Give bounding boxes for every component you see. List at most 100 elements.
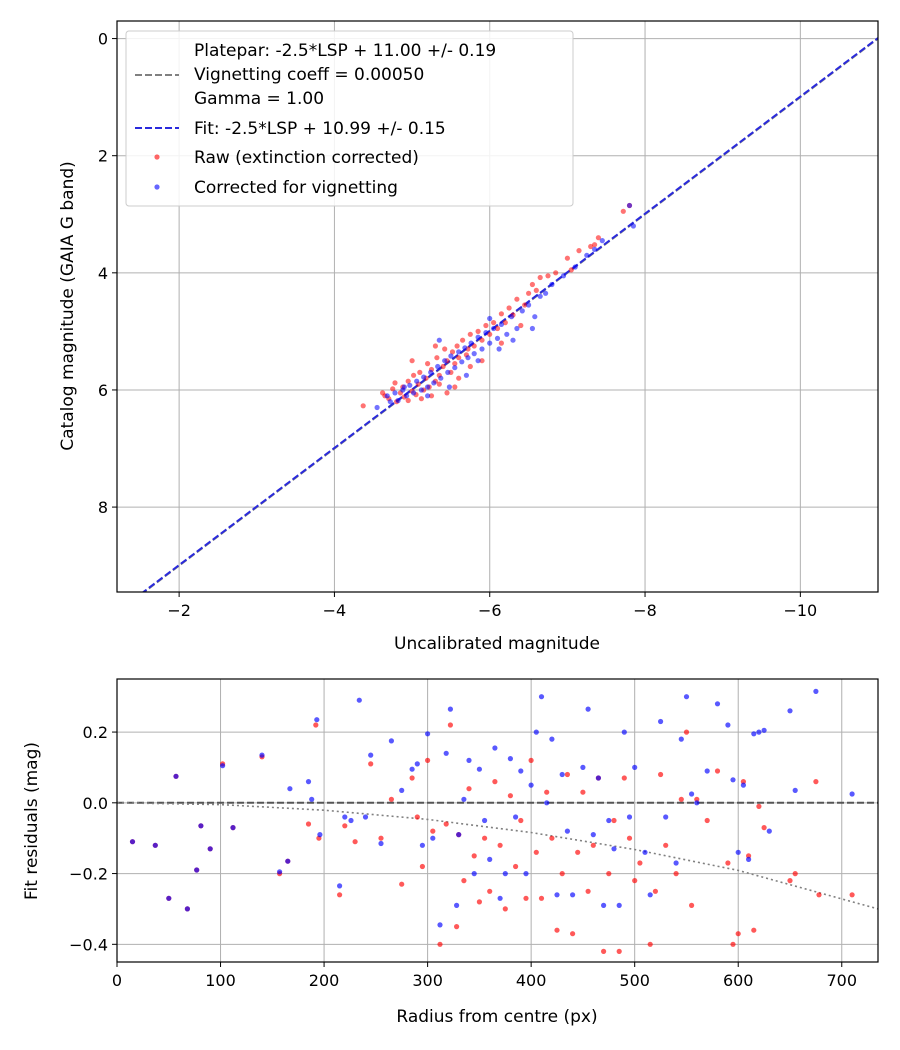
data-point — [751, 731, 757, 737]
data-point — [348, 817, 354, 824]
data-point — [683, 729, 690, 735]
data-point — [309, 796, 315, 802]
data-point — [444, 390, 450, 396]
data-point — [611, 846, 617, 852]
data-point — [522, 302, 528, 308]
data-point — [714, 701, 721, 707]
data-point — [735, 849, 741, 855]
data-point — [425, 361, 431, 367]
data-point — [792, 871, 798, 877]
data-point — [475, 358, 481, 364]
data-point — [714, 768, 721, 774]
data-point — [528, 782, 534, 788]
data-point — [425, 384, 431, 390]
data-point — [543, 290, 549, 296]
y-tick-label: 0.0 — [83, 794, 108, 813]
data-point — [368, 761, 374, 767]
data-point — [446, 384, 452, 390]
data-point — [471, 351, 477, 357]
data-point — [694, 800, 700, 806]
x-tick-label: 0 — [112, 971, 122, 990]
data-point — [514, 325, 520, 332]
data-point — [362, 814, 369, 820]
data-point — [491, 325, 497, 332]
data-point — [506, 305, 512, 311]
data-point — [575, 849, 581, 855]
data-point — [673, 871, 679, 877]
data-point — [447, 706, 453, 712]
data-point — [482, 817, 488, 824]
data-point — [538, 694, 545, 700]
data-point — [564, 771, 571, 778]
data-point — [452, 361, 458, 367]
data-point — [507, 793, 513, 799]
data-point — [549, 281, 555, 288]
data-point — [507, 756, 513, 762]
y-tick-label: 6 — [98, 381, 108, 400]
data-point — [792, 787, 798, 794]
x-tick-label: −8 — [633, 601, 657, 620]
legend-corrected-label: Corrected for vignetting — [194, 178, 398, 198]
data-point — [337, 892, 343, 898]
data-point — [652, 888, 659, 894]
data-point — [601, 948, 607, 955]
data-point — [663, 842, 669, 848]
y-tick-label: −0.2 — [69, 865, 108, 884]
data-point — [544, 800, 550, 806]
data-point — [498, 311, 504, 317]
data-point — [590, 832, 596, 838]
data-point — [461, 796, 467, 802]
data-point — [647, 892, 653, 898]
data-point — [595, 775, 602, 781]
data-point — [730, 777, 736, 783]
data-point — [466, 786, 472, 792]
data-point — [482, 835, 488, 841]
data-point — [409, 358, 415, 364]
data-point — [479, 346, 485, 352]
data-point — [533, 287, 539, 293]
data-point — [468, 340, 474, 346]
data-point — [498, 321, 504, 327]
data-point — [401, 384, 407, 390]
bottom-y-axis-label: Fit residuals (mag) — [22, 742, 42, 900]
data-point — [532, 314, 538, 320]
data-point — [418, 387, 424, 393]
data-point — [479, 337, 485, 343]
data-point — [529, 281, 536, 288]
data-point — [756, 729, 762, 735]
data-point — [616, 948, 622, 955]
data-point — [704, 817, 710, 824]
bottom-ticks: 0 100 200 300 400 500 600 700 −0.4 −0.2 0.0 0.2 — [69, 723, 857, 990]
data-point — [487, 856, 493, 863]
data-point — [725, 860, 731, 866]
reference-line — [141, 37, 878, 592]
data-point — [471, 871, 477, 877]
data-point — [456, 832, 462, 838]
data-point — [849, 892, 855, 898]
data-point — [452, 365, 458, 371]
data-point — [342, 823, 348, 829]
data-point — [647, 941, 653, 947]
data-point — [518, 768, 524, 774]
data-point — [421, 374, 427, 380]
data-point — [725, 722, 731, 728]
series-raw — [129, 722, 855, 955]
data-point — [518, 322, 524, 329]
data-point — [513, 863, 519, 870]
data-point — [417, 369, 423, 375]
bottom-scatter-points — [129, 688, 855, 955]
data-point — [428, 369, 434, 375]
data-point — [494, 325, 501, 332]
data-point — [475, 328, 481, 334]
data-point — [378, 840, 384, 847]
data-point — [533, 729, 539, 735]
data-point — [404, 393, 410, 399]
data-point — [528, 757, 534, 764]
data-point — [564, 255, 571, 261]
data-point — [518, 817, 524, 824]
data-point — [395, 397, 401, 404]
data-point — [449, 349, 456, 355]
x-tick-label: −6 — [478, 601, 502, 620]
